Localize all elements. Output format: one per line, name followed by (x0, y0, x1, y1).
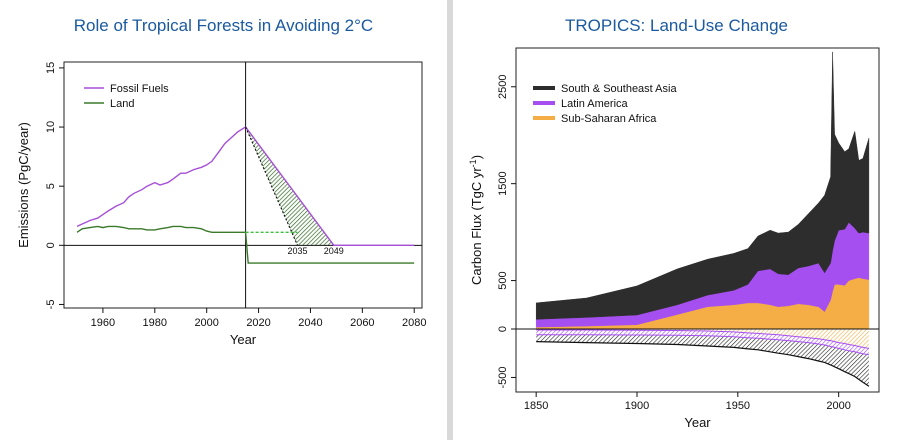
legend-label: South & Southeast Asia (561, 83, 677, 95)
x-tick-label: 2060 (350, 317, 374, 329)
x-tick-label: 2000 (826, 400, 850, 412)
x-axis-label: Year (230, 332, 257, 347)
negative-lower-edge (536, 341, 870, 387)
y-tick-label: 0 (45, 242, 57, 248)
y-axis-label-superscript: -1 (468, 159, 478, 167)
annotation-2035: 2035 (287, 246, 307, 256)
right-chart-panel: TROPICS: Land-Use Change 1850 1900 1950 200… (453, 0, 900, 440)
left-chart-title: Role of Tropical Forests in Avoiding 2°C (73, 16, 374, 35)
y-tick-label: -5 (45, 300, 57, 310)
y-tick-label: 15 (45, 62, 57, 74)
land-drop-line (244, 232, 415, 264)
legend-label: Fossil Fuels (110, 83, 169, 95)
negative-latin-edge (536, 334, 869, 356)
legend-swatch (533, 116, 555, 120)
y-axis-label-main: Carbon Flux (TgC yr (469, 167, 484, 285)
legend-label: Sub-Saharan Africa (561, 113, 657, 125)
left-chart: 2035 2049 1960 1980 2000 2020 2040 2060 2080 -5 0 5… (16, 61, 426, 347)
y-tick-label: 1500 (497, 171, 509, 195)
x-tick-label: 1950 (726, 400, 750, 412)
right-chart-title: TROPICS: Land-Use Change (565, 16, 788, 35)
x-tick-label: 1960 (91, 317, 115, 329)
right-chart: 1850 1900 1950 2000 -500 0 500 1500 2500 Year Carb… (468, 47, 880, 430)
x-tick-label: 2000 (194, 317, 218, 329)
stack-area-south-southeast-asia (535, 51, 870, 320)
y-axis-label-suffix: ) (469, 155, 484, 159)
negative-upper-edge (536, 329, 869, 349)
alt-decline-dashed (245, 126, 299, 246)
negative-band-africa (536, 329, 869, 349)
x-tick-label: 2040 (298, 317, 322, 329)
x-tick-label: 2080 (402, 317, 426, 329)
y-axis-label: Emissions (PgC/year) (16, 122, 31, 248)
legend-swatch (533, 86, 555, 90)
annotation-2049: 2049 (324, 246, 344, 256)
x-tick-label: 2020 (246, 317, 270, 329)
y-tick-label: -500 (497, 366, 509, 388)
legend-swatch (533, 101, 555, 105)
left-plot-frame (63, 61, 423, 309)
fossil-decline-line (245, 126, 415, 247)
negative-band-latin-america (536, 330, 869, 355)
y-tick-label: 2500 (497, 75, 509, 99)
x-tick-label: 1900 (625, 400, 649, 412)
x-tick-label: 1980 (143, 317, 167, 329)
y-axis-label: Carbon Flux (TgC yr-1) (468, 155, 484, 285)
series-line-land (76, 225, 246, 234)
y-tick-label: 10 (45, 121, 57, 133)
x-tick-label: 1850 (524, 400, 548, 412)
legend-label: Latin America (561, 98, 629, 110)
negative-band-asia (536, 334, 869, 387)
series-line-fossil-fuels (76, 126, 246, 228)
right-plot-frame (515, 47, 880, 393)
y-tick-label: 500 (497, 271, 509, 289)
y-tick-label: 0 (497, 326, 509, 332)
legend-label: Land (110, 98, 134, 110)
left-chart-panel: Role of Tropical Forests in Avoiding 2°C… (0, 0, 447, 440)
x-axis-label: Year (684, 415, 711, 430)
y-tick-label: 5 (45, 183, 57, 189)
